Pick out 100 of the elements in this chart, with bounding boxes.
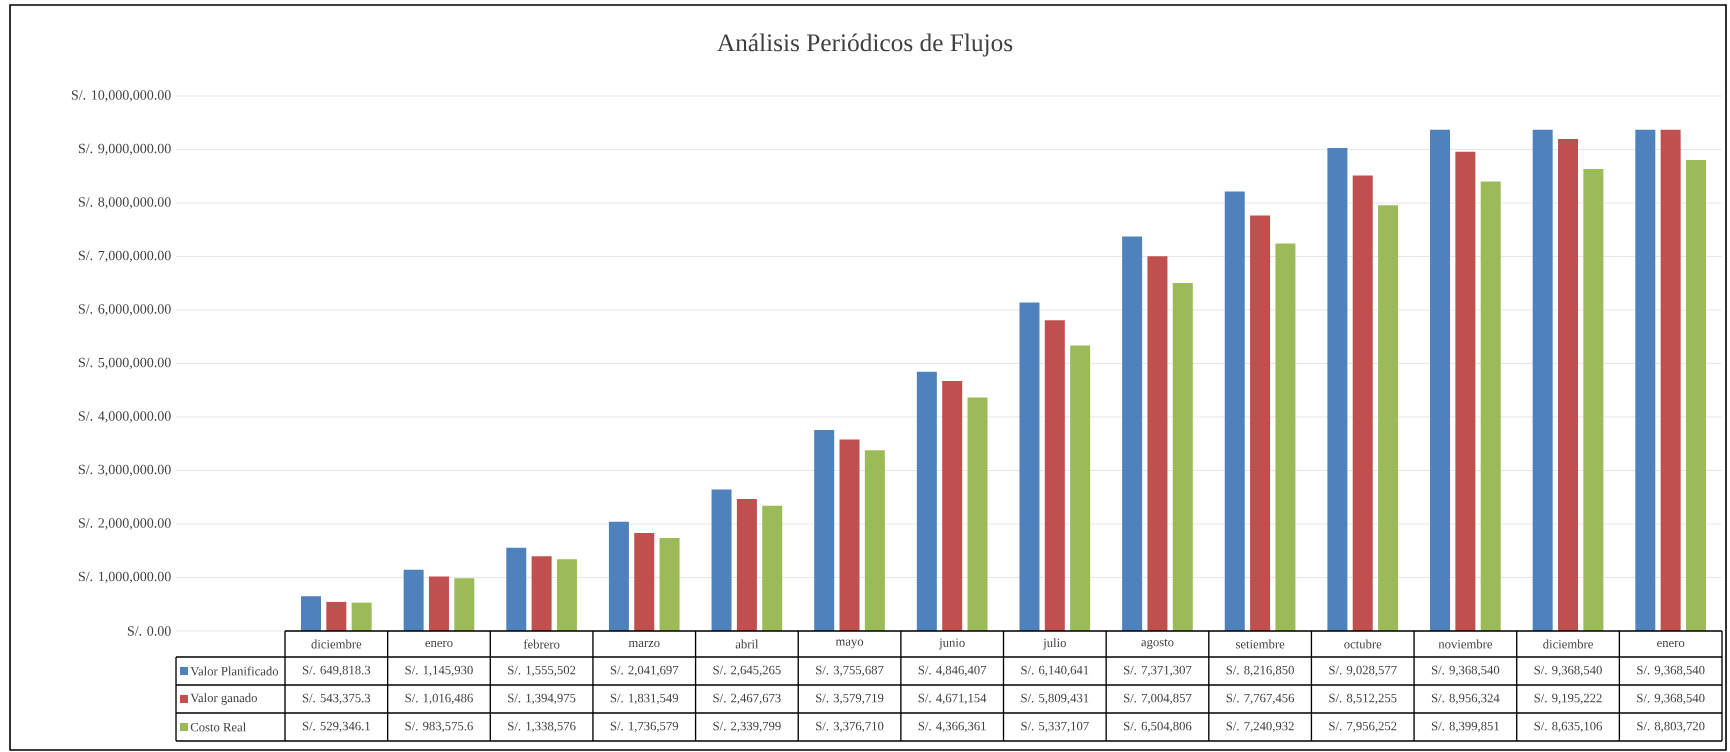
- bar: [1480, 181, 1501, 631]
- y-tick-label: S/. 9,000,000.00: [78, 143, 171, 156]
- x-tick-label: febrero: [523, 639, 560, 649]
- x-tick-label: marzo: [628, 640, 660, 648]
- data-label: S/. 6,504,806: [1124, 721, 1192, 733]
- x-tick-label: diciembre: [311, 639, 362, 649]
- bar: [711, 489, 732, 631]
- bar: [608, 521, 629, 631]
- bar: [1430, 129, 1451, 631]
- x-tick-label: agosto: [1141, 639, 1174, 649]
- y-tick-label: S/. 1,000,000.00: [78, 571, 171, 584]
- legend-label: Costo Real: [190, 722, 246, 732]
- bar: [556, 559, 577, 631]
- data-label: S/. 529,346.1: [302, 721, 370, 733]
- data-label: S/. 7,004,857: [1124, 693, 1192, 705]
- bar: [1147, 256, 1168, 631]
- bar: [351, 602, 372, 631]
- x-tick-label: setiembre: [1236, 639, 1285, 649]
- bar: [1583, 169, 1604, 631]
- bar: [659, 538, 680, 631]
- data-label: S/. 9,368,540: [1637, 665, 1705, 677]
- bar: [864, 450, 885, 631]
- bar: [531, 556, 552, 631]
- bar: [916, 371, 937, 631]
- data-label: S/. 1,394,975: [508, 693, 576, 705]
- data-label: S/. 2,645,265: [713, 665, 781, 677]
- bar: [1378, 205, 1399, 631]
- data-label: S/. 5,809,431: [1021, 693, 1089, 705]
- data-label: S/. 1,736,579: [610, 721, 679, 733]
- bar: [1558, 139, 1579, 631]
- legend-label: Valor Planificado: [190, 666, 279, 676]
- bar: [1532, 129, 1553, 631]
- chart-title: Análisis Periódicos de Flujos: [717, 33, 1013, 57]
- bar: [1070, 345, 1091, 631]
- data-label: S/. 649,818.3: [302, 665, 371, 677]
- bar: [1352, 175, 1373, 631]
- data-label: S/. 1,338,576: [508, 721, 576, 733]
- x-tick-label: junio: [938, 638, 965, 650]
- data-label: S/. 8,635,106: [1534, 721, 1602, 733]
- bar: [839, 439, 860, 631]
- data-label: S/. 4,846,407: [918, 665, 987, 677]
- legend-label: Valor ganado: [190, 693, 257, 705]
- bar: [1224, 191, 1245, 631]
- data-label: S/. 8,956,324: [1431, 693, 1500, 705]
- x-tick-label: noviembre: [1438, 639, 1493, 649]
- y-tick-label: S/. 6,000,000.00: [78, 304, 171, 316]
- data-label: S/. 2,339,799: [713, 721, 781, 733]
- data-label: S/. 4,366,361: [918, 721, 986, 733]
- data-label: S/. 1,145,930: [405, 665, 473, 677]
- data-label: S/. 7,767,456: [1226, 693, 1295, 705]
- bar: [454, 578, 475, 631]
- data-label: S/. 9,368,540: [1534, 665, 1602, 677]
- bar: [1660, 129, 1681, 631]
- x-tick-label: mayo: [835, 639, 864, 649]
- data-label: S/. 9,368,540: [1431, 665, 1500, 677]
- data-label: S/. 9,028,577: [1329, 665, 1397, 677]
- bar: [1327, 147, 1348, 631]
- data-label: S/. 8,803,720: [1637, 721, 1705, 733]
- bar: [326, 601, 347, 631]
- data-label: S/. 1,016,486: [405, 693, 473, 705]
- bar: [1019, 302, 1040, 631]
- bar: [1172, 282, 1193, 631]
- x-tick-label: diciembre: [1543, 639, 1593, 649]
- x-tick-label: enero: [1657, 640, 1685, 648]
- x-tick-label: enero: [425, 640, 453, 648]
- data-label: S/. 9,195,222: [1534, 693, 1602, 705]
- data-label: S/. 3,579,719: [816, 693, 884, 705]
- data-label: S/. 8,216,850: [1226, 665, 1294, 677]
- data-label: S/. 3,755,687: [816, 665, 884, 677]
- bar: [634, 533, 655, 631]
- bar: [1635, 129, 1656, 631]
- y-tick-label: S/. 4,000,000.00: [78, 411, 171, 423]
- y-tick-label: S/. 2,000,000.00: [78, 518, 171, 530]
- data-label: S/. 4,671,154: [918, 693, 987, 705]
- data-label: S/. 8,399,851: [1431, 721, 1499, 733]
- data-label: S/. 7,240,932: [1226, 721, 1294, 733]
- data-label: S/. 7,956,252: [1329, 721, 1397, 733]
- bar: [967, 397, 988, 631]
- data-label: S/. 2,041,697: [610, 665, 679, 677]
- bar: [1685, 159, 1706, 631]
- bar: [1044, 320, 1065, 631]
- bar: [403, 569, 424, 631]
- data-label: S/. 7,371,307: [1124, 665, 1192, 677]
- bar: [762, 505, 783, 631]
- bar: [506, 547, 527, 631]
- data-label: S/. 3,376,710: [816, 721, 884, 733]
- x-tick-label: octubre: [1344, 639, 1382, 649]
- y-tick-label: S/. 7,000,000.00: [78, 250, 171, 263]
- data-label: S/. 2,467,673: [713, 693, 781, 705]
- data-label: S/. 8,512,255: [1329, 693, 1397, 705]
- y-tick-label: S/. 0.00: [127, 626, 171, 636]
- bar: [300, 596, 321, 631]
- data-label: S/. 5,337,107: [1021, 721, 1089, 733]
- bar: [428, 576, 449, 631]
- bar: [736, 498, 757, 631]
- bar: [942, 381, 963, 631]
- bar: [814, 430, 835, 631]
- y-tick-label: S/. 8,000,000.00: [78, 197, 171, 209]
- bar: [1455, 151, 1476, 631]
- x-tick-label: julio: [1042, 638, 1066, 650]
